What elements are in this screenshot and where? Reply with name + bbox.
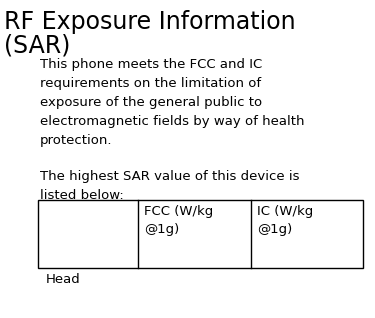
Text: This phone meets the FCC and IC
requirements on the limitation of
exposure of th: This phone meets the FCC and IC requirem…: [40, 58, 304, 147]
Text: FCC (W/kg
@1g): FCC (W/kg @1g): [144, 205, 213, 236]
Text: RF Exposure Information: RF Exposure Information: [4, 10, 296, 34]
Text: IC (W/kg
@1g): IC (W/kg @1g): [257, 205, 313, 236]
Text: (SAR): (SAR): [4, 33, 70, 57]
Bar: [38, 200, 363, 268]
Text: Head: Head: [46, 273, 81, 286]
Text: The highest SAR value of this device is
listed below:: The highest SAR value of this device is …: [40, 170, 300, 202]
